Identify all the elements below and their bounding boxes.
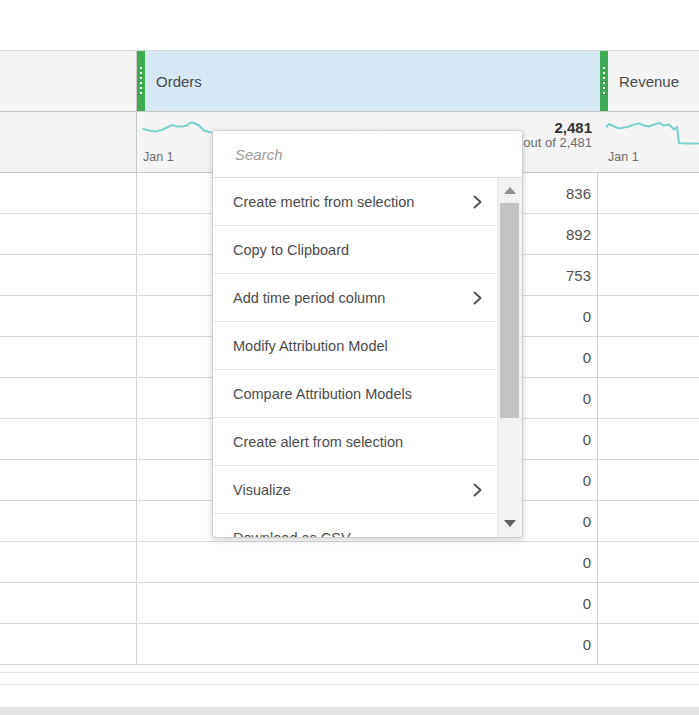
menu-item-add-time-period-column[interactable]: Add time period column — [213, 274, 496, 322]
menu-item-compare-attribution-models[interactable]: Compare Attribution Models — [213, 370, 496, 418]
dimension-cell[interactable] — [0, 501, 137, 541]
column-drag-handle-icon[interactable] — [600, 51, 608, 111]
dimension-cell[interactable] — [0, 255, 137, 295]
table-header-row: Orders Revenue — [0, 50, 699, 112]
dimension-cell[interactable] — [0, 378, 137, 418]
menu-item-visualize[interactable]: Visualize — [213, 466, 496, 514]
menu-item-create-metric-from-selection[interactable]: Create metric from selection — [213, 178, 496, 226]
orders-value: 0 — [583, 636, 591, 653]
column-header-revenue[interactable]: Revenue — [600, 51, 699, 111]
revenue-value-cell[interactable] — [598, 583, 699, 623]
orders-total-outof: out of 2,481 — [523, 136, 592, 151]
orders-value: 0 — [583, 431, 591, 448]
dimension-cell[interactable] — [0, 419, 137, 459]
menu-item-modify-attribution-model[interactable]: Modify Attribution Model — [213, 322, 496, 370]
dimension-header-cell[interactable] — [0, 51, 137, 111]
revenue-value-cell[interactable] — [598, 378, 699, 418]
dimension-cell[interactable] — [0, 337, 137, 377]
orders-value: 0 — [583, 554, 591, 571]
orders-value: 0 — [583, 308, 591, 325]
revenue-sparkline-icon — [606, 119, 699, 147]
revenue-value-cell[interactable] — [598, 255, 699, 295]
dimension-cell[interactable] — [0, 296, 137, 336]
orders-value: 0 — [583, 513, 591, 530]
dimension-cell[interactable] — [0, 624, 137, 664]
revenue-value-cell[interactable] — [598, 460, 699, 500]
orders-value: 892 — [566, 226, 591, 243]
dimension-cell[interactable] — [0, 214, 137, 254]
cell-context-menu: Create metric from selection Copy to Cli… — [212, 130, 523, 538]
search-input[interactable] — [233, 145, 477, 164]
column-header-orders[interactable]: Orders — [137, 51, 600, 111]
orders-value-cell[interactable]: 0 — [137, 542, 598, 582]
revenue-value-cell[interactable] — [598, 419, 699, 459]
orders-sparkline-icon — [142, 121, 214, 137]
column-drag-handle-icon[interactable] — [137, 51, 145, 111]
menu-scrollbar[interactable] — [497, 178, 522, 538]
chevron-right-icon — [473, 483, 482, 497]
orders-value: 0 — [583, 472, 591, 489]
orders-value-cell[interactable]: 0 — [137, 624, 598, 664]
divider — [0, 672, 699, 673]
orders-value-cell[interactable]: 0 — [137, 583, 598, 623]
menu-items-list: Create metric from selection Copy to Cli… — [213, 178, 522, 538]
dimension-cell[interactable] — [0, 542, 137, 582]
orders-value: 753 — [566, 267, 591, 284]
table-row: 0 — [0, 583, 699, 624]
scroll-up-icon[interactable] — [504, 187, 516, 194]
table-row: 0 — [0, 624, 699, 665]
menu-item-create-alert-from-selection[interactable]: Create alert from selection — [213, 418, 496, 466]
scroll-down-icon[interactable] — [504, 520, 516, 527]
dimension-cell[interactable] — [0, 173, 137, 213]
orders-value: 0 — [583, 349, 591, 366]
orders-value: 836 — [566, 185, 591, 202]
column-label-revenue: Revenue — [608, 73, 679, 90]
revenue-value-cell[interactable] — [598, 214, 699, 254]
revenue-value-cell[interactable] — [598, 501, 699, 541]
revenue-value-cell[interactable] — [598, 337, 699, 377]
horizontal-scrollbar[interactable] — [0, 707, 699, 715]
menu-item-copy-to-clipboard[interactable]: Copy to Clipboard — [213, 226, 496, 274]
column-label-orders: Orders — [145, 73, 202, 90]
orders-total-block: 2,481 out of 2,481 — [523, 119, 592, 151]
orders-date-label: Jan 1 — [143, 150, 174, 164]
chevron-right-icon — [473, 291, 482, 305]
chevron-right-icon — [473, 195, 482, 209]
dimension-cell[interactable] — [0, 460, 137, 500]
revenue-value-cell[interactable] — [598, 624, 699, 664]
revenue-value-cell[interactable] — [598, 542, 699, 582]
revenue-date-label: Jan 1 — [608, 150, 639, 164]
table-row: 0 — [0, 542, 699, 583]
orders-value: 0 — [583, 595, 591, 612]
revenue-value-cell[interactable] — [598, 173, 699, 213]
menu-item-download-as-csv[interactable]: Download as CSV — [213, 514, 496, 538]
dimension-summary-cell — [0, 112, 137, 172]
scrollbar-thumb[interactable] — [500, 203, 519, 418]
orders-total-value: 2,481 — [523, 119, 592, 136]
revenue-value-cell[interactable] — [598, 296, 699, 336]
orders-value: 0 — [583, 390, 591, 407]
divider — [0, 684, 699, 685]
dimension-cell[interactable] — [0, 583, 137, 623]
